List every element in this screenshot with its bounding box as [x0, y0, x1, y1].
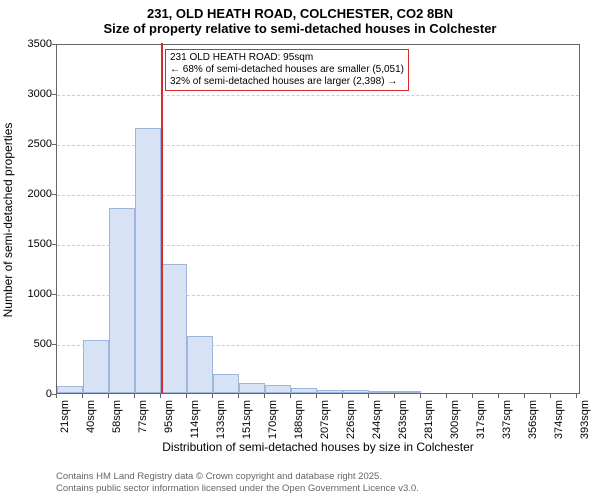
x-tick-label: 300sqm — [449, 400, 461, 439]
x-tick-mark — [550, 394, 551, 398]
callout-smaller-pct: ← 68% of semi-detached houses are smalle… — [170, 64, 404, 76]
x-tick-label: 170sqm — [267, 400, 279, 439]
x-tick-label: 226sqm — [345, 400, 357, 439]
histogram-bar — [239, 383, 265, 393]
x-tick-mark — [394, 394, 395, 398]
histogram-bar — [369, 391, 395, 393]
x-tick-label: 356sqm — [527, 400, 539, 439]
histogram-bar — [265, 385, 291, 394]
x-tick-mark — [108, 394, 109, 398]
chart-title-address: 231, OLD HEATH ROAD, COLCHESTER, CO2 8BN — [0, 0, 600, 21]
plot-area: 231 OLD HEATH ROAD: 95sqm ← 68% of semi-… — [56, 44, 580, 394]
x-tick-mark — [56, 394, 57, 398]
x-tick-label: 21sqm — [59, 400, 71, 433]
x-tick-label: 281sqm — [423, 400, 435, 439]
x-tick-mark — [238, 394, 239, 398]
x-tick-mark — [524, 394, 525, 398]
x-tick-label: 95sqm — [163, 400, 175, 433]
chart-title-description: Size of property relative to semi-detach… — [0, 21, 600, 36]
footer-line-2: Contains public sector information licen… — [56, 483, 419, 494]
reference-line — [161, 43, 163, 393]
x-tick-mark — [368, 394, 369, 398]
x-tick-label: 337sqm — [501, 400, 513, 439]
x-tick-label: 188sqm — [293, 400, 305, 439]
y-axis-title: Number of semi-detached properties — [1, 123, 15, 318]
histogram-bar — [135, 128, 161, 393]
histogram-bar — [161, 264, 187, 393]
y-tick-label: 3500 — [28, 38, 52, 50]
callout-larger-pct: 32% of semi-detached houses are larger (… — [170, 76, 404, 88]
reference-callout: 231 OLD HEATH ROAD: 95sqm ← 68% of semi-… — [165, 49, 409, 91]
x-tick-mark — [160, 394, 161, 398]
x-tick-mark — [498, 394, 499, 398]
x-tick-label: 374sqm — [553, 400, 565, 439]
x-tick-label: 114sqm — [189, 400, 201, 438]
x-tick-mark — [342, 394, 343, 398]
x-tick-mark — [82, 394, 83, 398]
x-tick-mark — [446, 394, 447, 398]
histogram-bar — [343, 390, 369, 393]
x-tick-label: 58sqm — [111, 400, 123, 433]
histogram-bar — [57, 386, 83, 393]
attribution-footer: Contains HM Land Registry data © Crown c… — [56, 471, 419, 494]
y-tick-label: 1500 — [28, 238, 52, 250]
x-tick-label: 207sqm — [319, 400, 331, 439]
footer-line-1: Contains HM Land Registry data © Crown c… — [56, 471, 419, 482]
x-tick-label: 77sqm — [137, 400, 149, 433]
callout-property-size: 231 OLD HEATH ROAD: 95sqm — [170, 52, 404, 64]
x-tick-label: 244sqm — [371, 400, 383, 439]
x-tick-mark — [290, 394, 291, 398]
y-tick-label: 1000 — [28, 288, 52, 300]
x-tick-mark — [134, 394, 135, 398]
x-tick-mark — [212, 394, 213, 398]
y-tick-mark — [52, 44, 56, 45]
x-tick-mark — [420, 394, 421, 398]
x-tick-label: 40sqm — [85, 400, 97, 433]
histogram-bar — [395, 391, 421, 393]
x-axis-title: Distribution of semi-detached houses by … — [56, 440, 580, 454]
x-tick-label: 151sqm — [241, 400, 253, 439]
histogram-bar — [83, 340, 109, 393]
histogram-bar — [187, 336, 213, 393]
x-tick-label: 133sqm — [215, 400, 227, 439]
x-tick-label: 263sqm — [397, 400, 409, 439]
y-tick-mark — [52, 94, 56, 95]
x-tick-label: 317sqm — [475, 400, 487, 439]
x-tick-mark — [576, 394, 577, 398]
gridline — [57, 95, 579, 96]
y-tick-label: 2000 — [28, 188, 52, 200]
property-size-histogram: 231, OLD HEATH ROAD, COLCHESTER, CO2 8BN… — [0, 0, 600, 500]
y-tick-label: 2500 — [28, 138, 52, 150]
x-tick-label: 393sqm — [579, 400, 591, 439]
histogram-bar — [109, 208, 135, 393]
y-tick-mark — [52, 344, 56, 345]
y-tick-label: 500 — [34, 338, 52, 350]
y-tick-mark — [52, 244, 56, 245]
y-tick-label: 3000 — [28, 88, 52, 100]
y-tick-mark — [52, 294, 56, 295]
x-tick-mark — [264, 394, 265, 398]
x-tick-mark — [186, 394, 187, 398]
histogram-bar — [317, 390, 343, 394]
x-tick-mark — [472, 394, 473, 398]
histogram-bar — [291, 388, 317, 393]
histogram-bar — [213, 374, 239, 393]
x-tick-mark — [316, 394, 317, 398]
y-tick-mark — [52, 144, 56, 145]
y-tick-mark — [52, 194, 56, 195]
